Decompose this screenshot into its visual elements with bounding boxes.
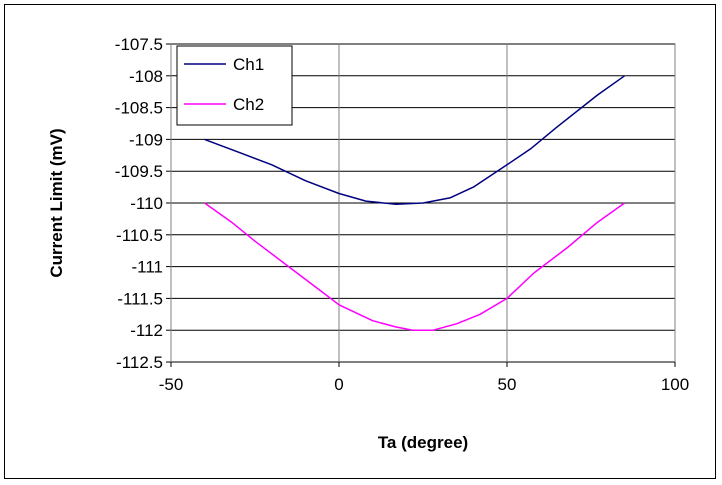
y-tick-label: -112: [130, 321, 163, 340]
y-tick-label: -108: [129, 67, 163, 86]
y-axis-title: Current Limit (mV): [47, 128, 66, 277]
series-line-ch1: [204, 75, 626, 206]
y-tick-label: -111: [131, 258, 163, 277]
x-tick-label: 50: [498, 375, 517, 394]
x-tick-label: 100: [661, 375, 689, 394]
legend: Ch1 Ch2: [176, 45, 293, 126]
x-axis-title: Ta (degree): [378, 433, 468, 452]
y-tick-label: -112.5: [116, 353, 163, 372]
y-tick-label: -109.5: [115, 162, 163, 181]
y-tick-label: -110.5: [116, 226, 163, 245]
x-tick-labels: -50 0 50 100: [159, 375, 689, 394]
legend-label-ch2: Ch2: [233, 95, 264, 114]
series-group: [204, 75, 626, 331]
legend-box: [176, 45, 293, 126]
y-tick-label: -107.5: [115, 35, 163, 54]
y-tick-label: -110: [130, 194, 163, 213]
legend-label-ch1: Ch1: [233, 55, 264, 74]
y-tick-labels: -107.5 -108 -108.5 -109 -109.5 -110 -110.5 -111…: [115, 35, 163, 372]
y-tick-label: -111.5: [117, 289, 163, 308]
y-tick-label: -109: [129, 130, 163, 149]
line-chart: -107.5 -108 -108.5 -109 -109.5 -110 -110.5 -111…: [47, 35, 689, 452]
x-tick-label: 0: [334, 375, 343, 394]
y-tick-label: -108.5: [115, 99, 163, 118]
chart-frame: -107.5 -108 -108.5 -109 -109.5 -110 -110.5 -111…: [4, 4, 716, 479]
series-line-ch2: [204, 202, 626, 331]
x-tick-label: -50: [159, 375, 184, 394]
